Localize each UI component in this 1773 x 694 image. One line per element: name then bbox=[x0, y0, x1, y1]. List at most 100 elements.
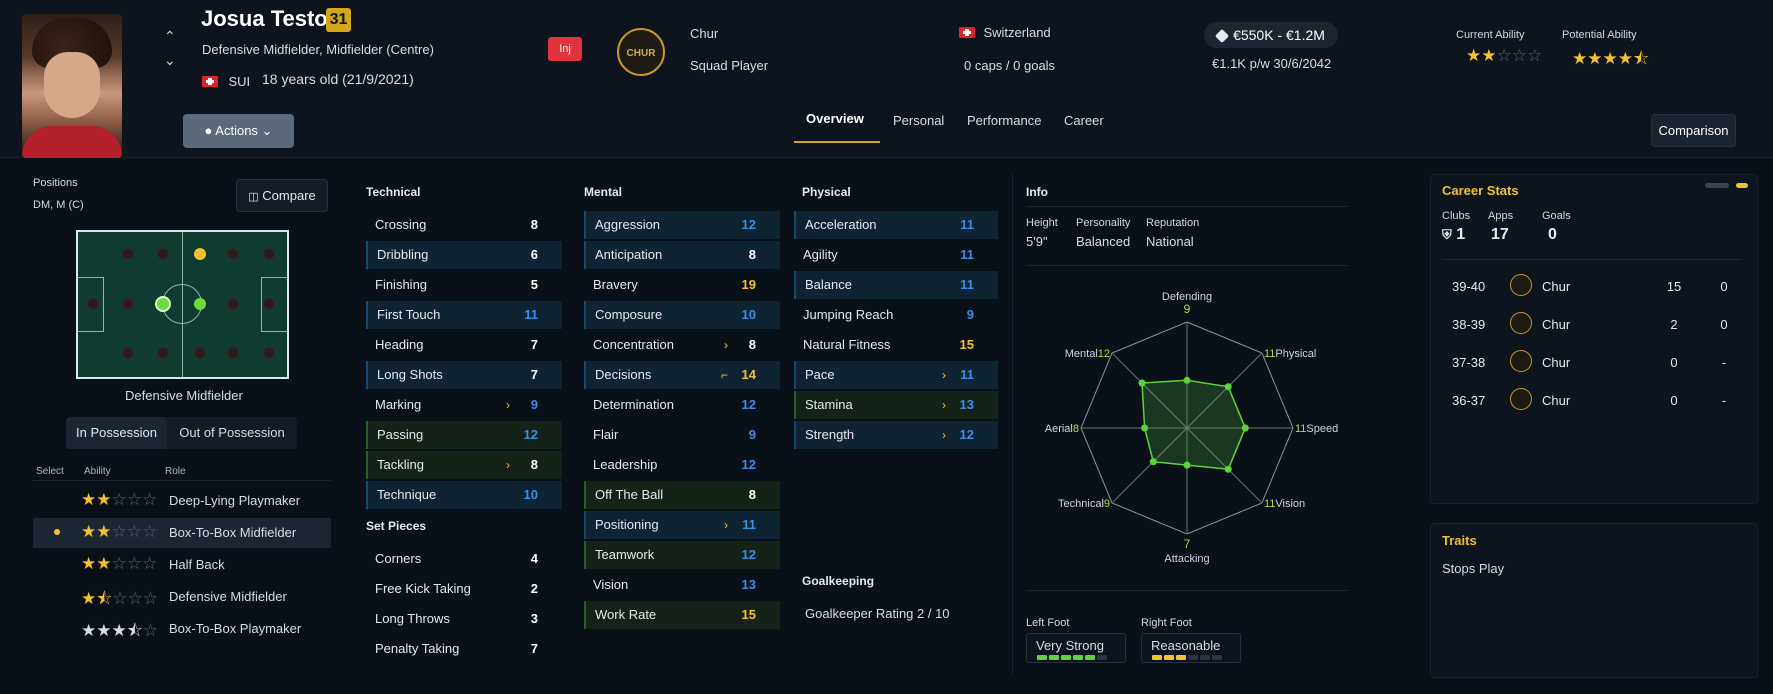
position-slot[interactable] bbox=[194, 347, 206, 359]
mental-attr-row[interactable]: Off The Ball 8 bbox=[584, 481, 780, 509]
positions-value: DM, M (C) bbox=[33, 199, 84, 211]
attr-name: Anticipation bbox=[595, 247, 663, 262]
mental-attr-row[interactable]: Bravery 19 bbox=[584, 271, 780, 299]
mental-attr-row[interactable]: Concentration 8 › bbox=[584, 331, 780, 359]
physical-attr-row[interactable]: Agility 11 bbox=[794, 241, 998, 269]
nation[interactable]: Switzerland bbox=[959, 24, 1051, 42]
technical-attr-row[interactable]: Marking 9 › bbox=[366, 391, 562, 419]
role-row[interactable]: ★★☆☆☆ Box-To-Box Midfielder bbox=[33, 518, 331, 548]
previous-player-icon[interactable]: ⌃ bbox=[164, 28, 176, 44]
radar-axis-line bbox=[1186, 352, 1263, 429]
carousel-dot-active[interactable] bbox=[1736, 183, 1748, 188]
club-crest-icon[interactable]: CHUR bbox=[617, 28, 665, 76]
mental-attr-row[interactable]: Composure 10 bbox=[584, 301, 780, 329]
goals-label: Goals bbox=[1542, 210, 1571, 222]
tab-personal[interactable]: Personal bbox=[893, 113, 945, 128]
position-slot[interactable] bbox=[87, 298, 99, 310]
mental-attr-row[interactable]: Decisions 14 ⌐ bbox=[584, 361, 780, 389]
physical-attr-row[interactable]: Pace 11 › bbox=[794, 361, 998, 389]
mental-attr-row[interactable]: Positioning 11 › bbox=[584, 511, 780, 539]
physical-attr-row[interactable]: Stamina 13 › bbox=[794, 391, 998, 419]
club-name[interactable]: Chur bbox=[690, 26, 719, 41]
carousel-dot[interactable] bbox=[1705, 183, 1729, 188]
technical-attr-row[interactable]: Finishing 5 bbox=[366, 271, 562, 299]
technical-attr-row[interactable]: Crossing 8 bbox=[366, 211, 562, 239]
mental-attr-row[interactable]: Aggression 12 bbox=[584, 211, 780, 239]
career-row[interactable]: 36-37 Chur 0 - bbox=[1442, 385, 1742, 415]
position-slot[interactable] bbox=[122, 248, 134, 260]
radar-point bbox=[1224, 383, 1232, 391]
technical-attr-row[interactable]: Passing 12 bbox=[366, 421, 562, 449]
attr-name: Flair bbox=[593, 427, 619, 442]
compare-button[interactable]: ◫ Compare bbox=[236, 179, 328, 212]
physical-attr-row[interactable]: Natural Fitness 15 bbox=[794, 331, 998, 359]
career-row[interactable]: 38-39 Chur 2 0 bbox=[1442, 309, 1742, 339]
physical-attr-row[interactable]: Acceleration 11 bbox=[794, 211, 998, 239]
technical-attr-row[interactable]: Heading 7 bbox=[366, 331, 562, 359]
position-slot[interactable] bbox=[227, 298, 239, 310]
career-row[interactable]: 37-38 Chur 0 - bbox=[1442, 347, 1742, 377]
mental-attr-row[interactable]: Determination 12 bbox=[584, 391, 780, 419]
career-season: 37-38 bbox=[1452, 355, 1486, 370]
position-slot[interactable] bbox=[227, 347, 239, 359]
potential-ability-label: Potential Ability bbox=[1562, 29, 1637, 41]
in-possession-tab[interactable]: In Possession bbox=[66, 417, 167, 449]
set-piece-attr-row[interactable]: Penalty Taking 7 bbox=[366, 635, 562, 663]
technical-attr-row[interactable]: Dribbling 6 bbox=[366, 241, 562, 269]
left-foot-label: Left Foot bbox=[1026, 617, 1070, 629]
position-slot[interactable] bbox=[157, 347, 169, 359]
mental-attr-row[interactable]: Vision 13 bbox=[584, 571, 780, 599]
star-icon: ★ bbox=[81, 522, 97, 541]
physical-attr-row[interactable]: Balance 11 bbox=[794, 271, 998, 299]
tab-performance[interactable]: Performance bbox=[967, 113, 1042, 128]
out-of-possession-tab[interactable]: Out of Possession bbox=[179, 425, 285, 440]
position-slot-selected[interactable] bbox=[155, 296, 171, 312]
technical-attr-row[interactable]: Technique 10 bbox=[366, 481, 562, 509]
role-row[interactable]: ★★☆☆☆ Half Back bbox=[33, 550, 331, 580]
comparison-button[interactable]: Comparison bbox=[1651, 114, 1736, 147]
position-slot[interactable] bbox=[227, 248, 239, 260]
tab-overview[interactable]: Overview bbox=[806, 111, 864, 126]
nationality-code: SUI bbox=[228, 74, 251, 89]
role-row[interactable]: ★⯪☆☆☆ Defensive Midfielder bbox=[33, 582, 331, 612]
position-slot-proficient[interactable] bbox=[194, 248, 206, 260]
position-slot[interactable] bbox=[157, 248, 169, 260]
position-pitch[interactable] bbox=[76, 230, 289, 379]
role-name: Box-To-Box Midfielder bbox=[169, 525, 297, 540]
mental-attr-row[interactable]: Leadership 12 bbox=[584, 451, 780, 479]
mental-attr-row[interactable]: Teamwork 12 bbox=[584, 541, 780, 569]
position-slot[interactable] bbox=[263, 347, 275, 359]
trait-item[interactable]: Stops Play bbox=[1442, 561, 1505, 576]
position-slot[interactable] bbox=[122, 347, 134, 359]
career-row[interactable]: 39-40 Chur 15 0 bbox=[1442, 271, 1742, 301]
set-piece-attr-row[interactable]: Free Kick Taking 2 bbox=[366, 575, 562, 603]
tab-career[interactable]: Career bbox=[1064, 113, 1104, 128]
technical-attr-row[interactable]: First Touch 11 bbox=[366, 301, 562, 329]
attr-value: 8 bbox=[748, 247, 756, 262]
attr-name: Technique bbox=[377, 487, 437, 502]
mental-attr-row[interactable]: Anticipation 8 bbox=[584, 241, 780, 269]
technical-attr-row[interactable]: Long Shots 7 bbox=[366, 361, 562, 389]
injury-tag[interactable]: Inj bbox=[548, 37, 582, 61]
foot-level-bar bbox=[1061, 655, 1071, 660]
mental-attr-row[interactable]: Flair 9 bbox=[584, 421, 780, 449]
player-photo bbox=[22, 14, 122, 158]
role-row[interactable]: ★★★⯪☆ Box-To-Box Playmaker bbox=[33, 614, 331, 644]
set-piece-attr-row[interactable]: Corners 4 bbox=[366, 545, 562, 573]
position-slot[interactable] bbox=[263, 248, 275, 260]
next-player-icon[interactable]: ⌄ bbox=[164, 52, 176, 68]
attr-value: 8 bbox=[748, 487, 756, 502]
position-slot[interactable] bbox=[263, 298, 275, 310]
position-slot[interactable] bbox=[122, 298, 134, 310]
transfer-value[interactable]: €550K - €1.2M bbox=[1204, 22, 1338, 48]
star-icon: ★ bbox=[111, 621, 127, 640]
position-slot-natural[interactable] bbox=[194, 298, 206, 310]
mental-attr-row[interactable]: Work Rate 15 bbox=[584, 601, 780, 629]
physical-attr-row[interactable]: Jumping Reach 9 bbox=[794, 301, 998, 329]
physical-attr-row[interactable]: Strength 12 › bbox=[794, 421, 998, 449]
technical-attr-row[interactable]: Tackling 8 › bbox=[366, 451, 562, 479]
role-row[interactable]: ★★☆☆☆ Deep-Lying Playmaker bbox=[33, 486, 331, 516]
set-piece-attr-row[interactable]: Long Throws 3 bbox=[366, 605, 562, 633]
actions-button[interactable]: ● Actions ⌄ bbox=[183, 114, 294, 148]
club-crest-icon bbox=[1510, 274, 1532, 296]
